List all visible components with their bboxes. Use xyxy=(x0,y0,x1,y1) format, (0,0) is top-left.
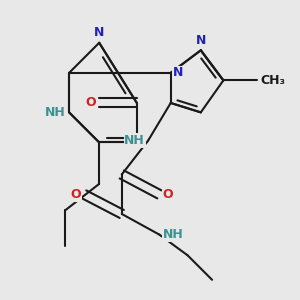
Text: N: N xyxy=(196,34,206,46)
Text: CH₃: CH₃ xyxy=(260,74,285,87)
Text: N: N xyxy=(172,66,183,80)
Text: O: O xyxy=(70,188,81,201)
Text: O: O xyxy=(85,97,96,110)
Text: NH: NH xyxy=(45,106,66,119)
Text: N: N xyxy=(94,26,104,39)
Text: NH: NH xyxy=(124,134,145,147)
Text: O: O xyxy=(162,188,173,201)
Text: NH: NH xyxy=(162,228,183,241)
